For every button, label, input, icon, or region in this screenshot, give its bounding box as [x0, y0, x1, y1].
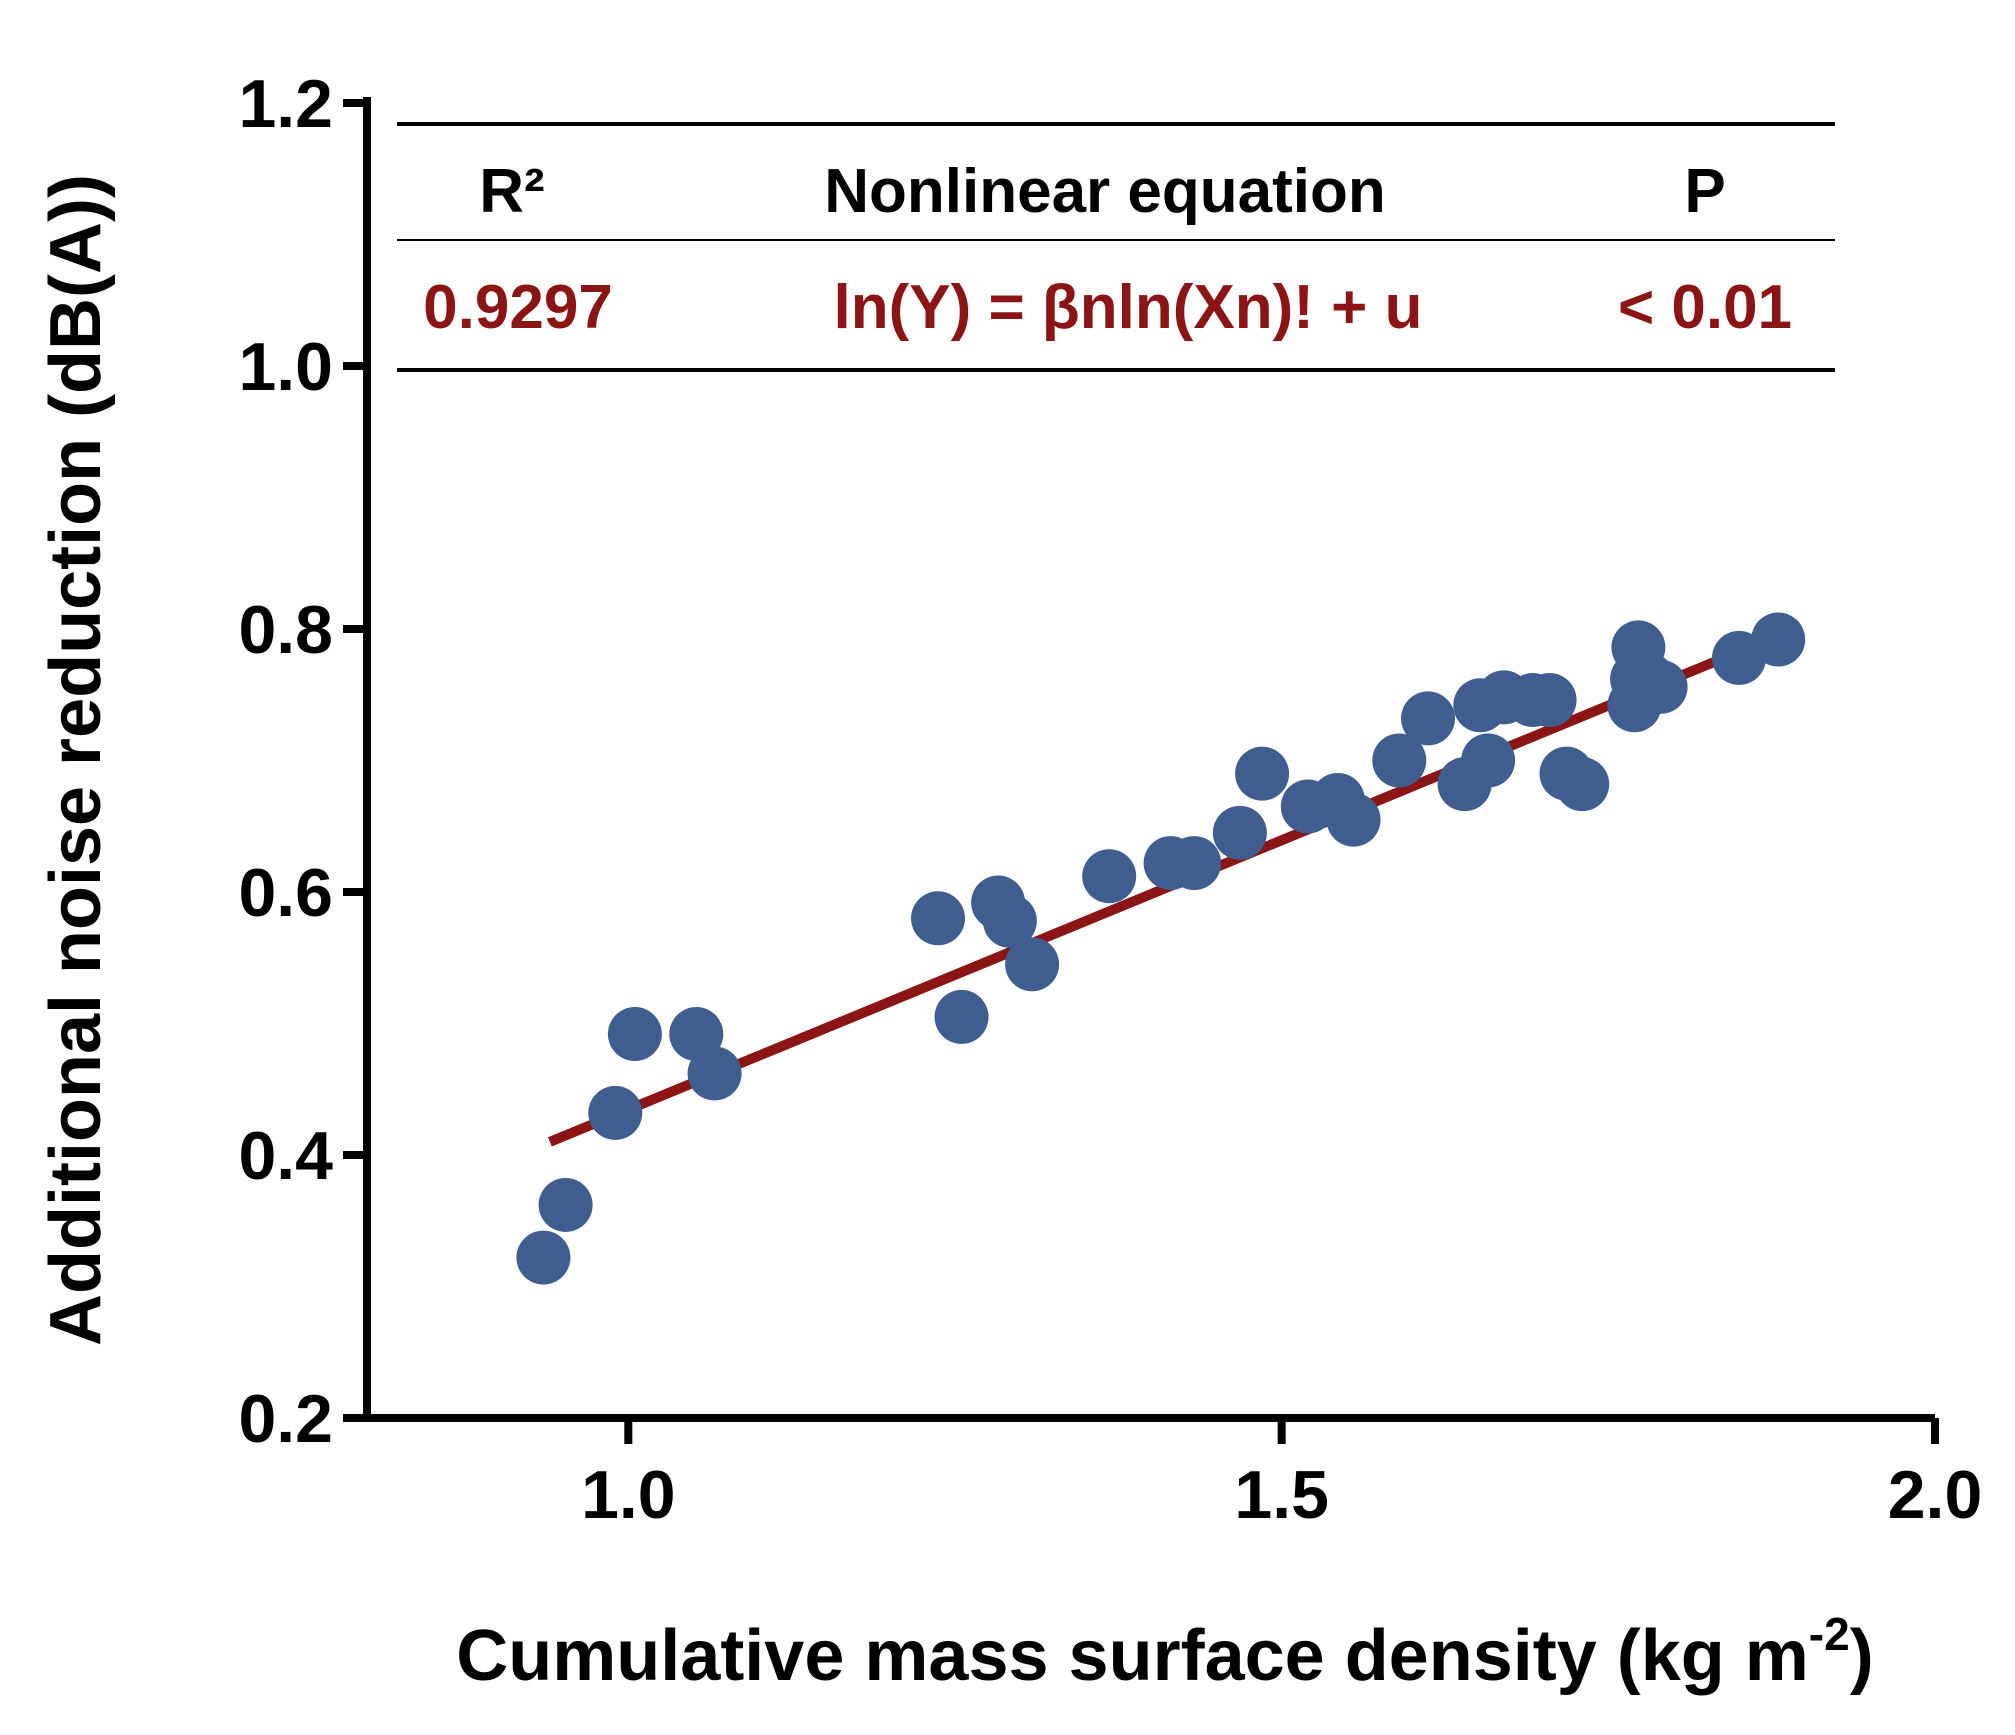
- points-layer: [516, 612, 1806, 1285]
- data-point: [516, 1230, 571, 1285]
- x-axis-title-close: ): [1850, 1616, 1874, 1696]
- data-point: [1522, 673, 1577, 728]
- data-point: [1082, 849, 1137, 904]
- x-tick-label: 1.5: [1234, 1457, 1329, 1533]
- data-point: [588, 1085, 643, 1140]
- y-tick-label: 1.0: [238, 329, 333, 405]
- y-axis-title: Additional noise reduction (dB(A)): [36, 174, 116, 1346]
- data-point: [1461, 733, 1516, 788]
- data-point: [1372, 733, 1427, 788]
- data-point: [1212, 805, 1267, 860]
- data-point: [1167, 836, 1222, 891]
- data-point: [538, 1177, 593, 1232]
- table-value-equation: ln(Y) = βnln(Xn)! + u: [834, 273, 1423, 342]
- y-ticks: 0.2 0.4 0.6 0.8 1.0 1.2: [238, 66, 367, 1457]
- y-tick-label: 1.2: [238, 66, 333, 142]
- x-tick-label: 2.0: [1888, 1457, 1983, 1533]
- data-point: [1401, 691, 1456, 746]
- y-tick-label: 0.2: [238, 1381, 333, 1457]
- x-axis-title: Cumulative mass surface density (kg m-2): [456, 1608, 1873, 1696]
- data-point: [1235, 746, 1290, 801]
- y-tick-label: 0.6: [238, 855, 333, 931]
- table-header-equation: Nonlinear equation: [824, 157, 1385, 226]
- data-point: [607, 1007, 662, 1062]
- data-point: [1633, 659, 1688, 714]
- data-point: [1326, 792, 1381, 847]
- x-ticks: 1.0 1.5 2.0: [581, 1418, 1982, 1533]
- table-value-p: < 0.01: [1618, 273, 1792, 342]
- data-point: [1751, 612, 1806, 667]
- data-point: [934, 989, 989, 1044]
- table-header-r2: R²: [479, 157, 544, 226]
- data-point: [1005, 937, 1060, 992]
- x-axis-title-main: Cumulative mass surface density (kg m: [456, 1616, 1809, 1696]
- data-point: [687, 1046, 742, 1101]
- table-header-p: P: [1684, 157, 1725, 226]
- x-axis-title-superscript: -2: [1809, 1608, 1850, 1660]
- table-value-r2: 0.9297: [423, 273, 613, 342]
- data-point: [982, 893, 1037, 948]
- data-point: [1555, 757, 1610, 812]
- y-tick-label: 0.4: [238, 1118, 333, 1194]
- x-tick-label: 1.0: [581, 1457, 676, 1533]
- y-tick-label: 0.8: [238, 592, 333, 668]
- data-point: [911, 891, 966, 946]
